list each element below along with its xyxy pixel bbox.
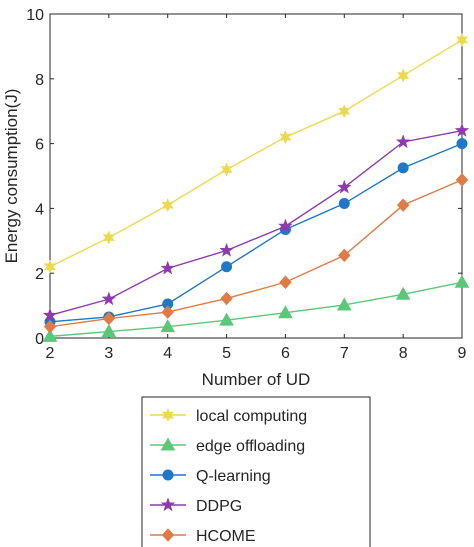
legend-item-q-learning: Q-learning — [150, 468, 271, 485]
series-line-local-computing — [49, 39, 463, 268]
data-point-local-computing — [102, 230, 116, 245]
legend-swatch-marker — [161, 528, 175, 542]
data-point-ddpg — [278, 218, 293, 233]
data-point-edge-offloading — [454, 274, 470, 288]
legend-box — [141, 396, 371, 547]
y-tick-label: 0 — [35, 331, 44, 348]
legend-label: local computing — [196, 408, 307, 425]
legend-item-hcome: HCOME — [150, 528, 256, 545]
data-point-hcome — [396, 198, 410, 212]
x-tick-label: 9 — [458, 345, 467, 362]
series-hcome — [43, 173, 469, 334]
legend-swatch-marker — [160, 437, 176, 451]
x-tick-label: 5 — [222, 345, 231, 362]
data-point-ddpg — [101, 291, 117, 306]
data-point-local-computing — [43, 259, 57, 274]
data-point-local-computing — [455, 32, 469, 48]
series-line-edge-offloading — [49, 281, 463, 338]
y-tick-label: 2 — [35, 266, 44, 283]
legend-item-edge-offloading: edge offloading — [150, 437, 305, 455]
series-layer — [42, 32, 470, 342]
y-tick-label: 8 — [35, 72, 44, 89]
series-local-computing — [43, 32, 469, 274]
y-tick-label: 4 — [35, 201, 44, 218]
data-point-ddpg — [395, 134, 411, 149]
data-point-q-learning — [456, 138, 468, 150]
series-line-hcome — [49, 179, 463, 328]
x-tick-label: 3 — [104, 345, 113, 362]
data-point-hcome — [43, 319, 57, 334]
series-edge-offloading — [42, 274, 470, 342]
data-point-hcome — [455, 173, 469, 187]
y-tick-label: 10 — [26, 7, 44, 24]
data-point-local-computing — [396, 68, 410, 83]
data-point-edge-offloading — [160, 319, 176, 333]
series-line-ddpg — [49, 129, 463, 316]
series-line-q-learning — [49, 142, 463, 323]
legend-item-local-computing: local computing — [150, 407, 307, 425]
data-point-edge-offloading — [219, 312, 234, 326]
x-tick-label: 7 — [340, 345, 349, 362]
x-tick-label: 8 — [399, 345, 408, 362]
legend-label: HCOME — [196, 528, 256, 545]
legend-swatch-marker — [160, 497, 176, 512]
data-point-ddpg — [160, 260, 176, 275]
data-point-local-computing — [220, 162, 233, 177]
x-axis-label: Number of UD — [202, 370, 311, 389]
data-point-edge-offloading — [336, 297, 352, 311]
data-point-edge-offloading — [42, 328, 58, 342]
data-point-ddpg — [336, 179, 352, 194]
legend-label: edge offloading — [196, 438, 305, 455]
legend-label: Q-learning — [196, 468, 271, 485]
legend-swatch-marker — [161, 407, 175, 423]
data-point-q-learning — [221, 261, 233, 273]
legend-item-ddpg: DDPG — [150, 497, 242, 515]
legend: local computing edge offloading Q-learning… — [141, 396, 371, 547]
x-tick-label: 2 — [46, 345, 55, 362]
data-point-hcome — [220, 291, 233, 306]
data-point-q-learning — [397, 162, 409, 174]
data-point-q-learning — [338, 198, 350, 210]
data-point-ddpg — [219, 242, 234, 257]
data-point-edge-offloading — [278, 305, 293, 319]
data-point-ddpg — [454, 122, 470, 137]
y-axis-label: Energy consumption(J) — [2, 89, 21, 264]
data-point-hcome — [102, 311, 116, 326]
data-point-hcome — [338, 248, 351, 263]
y-tick-label: 6 — [35, 137, 44, 154]
legend-label: DDPG — [196, 498, 242, 515]
x-tick-label: 4 — [163, 345, 172, 362]
x-tick-label: 6 — [281, 345, 290, 362]
data-point-local-computing — [161, 198, 174, 213]
data-point-edge-offloading — [101, 324, 117, 338]
legend-swatch-marker — [162, 469, 174, 481]
data-point-local-computing — [338, 104, 351, 119]
plot-frame — [49, 13, 463, 339]
data-point-edge-offloading — [395, 286, 411, 300]
data-point-hcome — [279, 275, 292, 290]
series-ddpg — [42, 122, 470, 322]
data-point-ddpg — [42, 307, 58, 322]
data-point-hcome — [161, 305, 174, 319]
data-point-local-computing — [279, 129, 292, 145]
